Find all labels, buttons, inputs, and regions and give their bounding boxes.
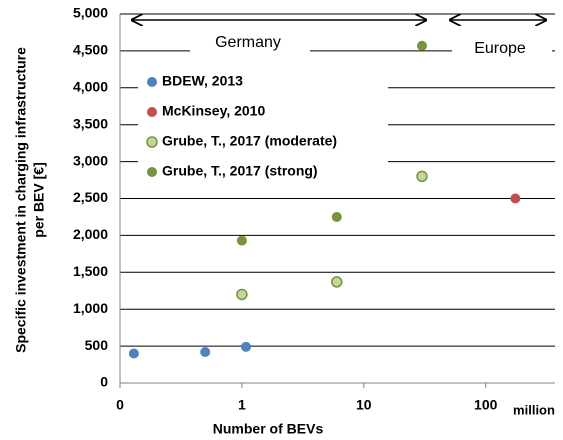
point xyxy=(240,341,251,352)
point xyxy=(510,193,521,204)
point xyxy=(128,348,139,359)
y-tick-label: 4,000 xyxy=(73,79,108,95)
x-tick-label: 1 xyxy=(238,397,246,413)
legend-label: Grube, T., 2017 (strong) xyxy=(162,163,318,179)
y-tick-label: 3,000 xyxy=(73,152,108,168)
label-box xyxy=(452,38,552,60)
legend-marker xyxy=(147,107,157,117)
y-tick-label: 1,500 xyxy=(73,263,108,279)
x-tick-label: 10 xyxy=(356,397,372,413)
legend-box xyxy=(138,68,388,188)
annotation: Europe xyxy=(474,40,526,57)
x-tick-label: 100 xyxy=(474,397,498,413)
point xyxy=(236,235,247,246)
y-axis-label: Specific investment in charging infrastr… xyxy=(13,47,29,353)
point xyxy=(236,288,248,301)
y-tick-label: 2,000 xyxy=(73,226,108,242)
legend-marker xyxy=(147,167,157,177)
point xyxy=(331,276,343,288)
point xyxy=(200,347,211,358)
x-tick-label: 0 xyxy=(116,397,124,413)
legend-marker xyxy=(146,136,158,148)
point xyxy=(331,211,342,222)
y-tick-label: 500 xyxy=(85,337,109,353)
y-tick-label: 4,500 xyxy=(73,42,108,58)
point xyxy=(416,40,427,51)
y-tick-label: 3,500 xyxy=(73,115,108,131)
y-tick-label: 2,500 xyxy=(73,189,108,205)
y-axis-label: per BEV [€] xyxy=(31,162,47,237)
legend-label: Grube, T., 2017 (moderate) xyxy=(162,133,337,149)
y-tick-label: 0 xyxy=(100,374,108,390)
legend-label: BDEW, 2013 xyxy=(162,73,243,89)
annotation: million xyxy=(513,402,555,417)
point xyxy=(416,170,428,183)
y-tick-label: 5,000 xyxy=(73,5,108,21)
y-tick-label: 1,000 xyxy=(73,300,108,316)
label-box xyxy=(190,32,310,54)
legend-label: McKinsey, 2010 xyxy=(162,103,265,119)
legend-marker xyxy=(147,77,157,87)
annotation: Germany xyxy=(215,34,281,51)
x-axis-label: Number of BEVs xyxy=(213,421,324,437)
